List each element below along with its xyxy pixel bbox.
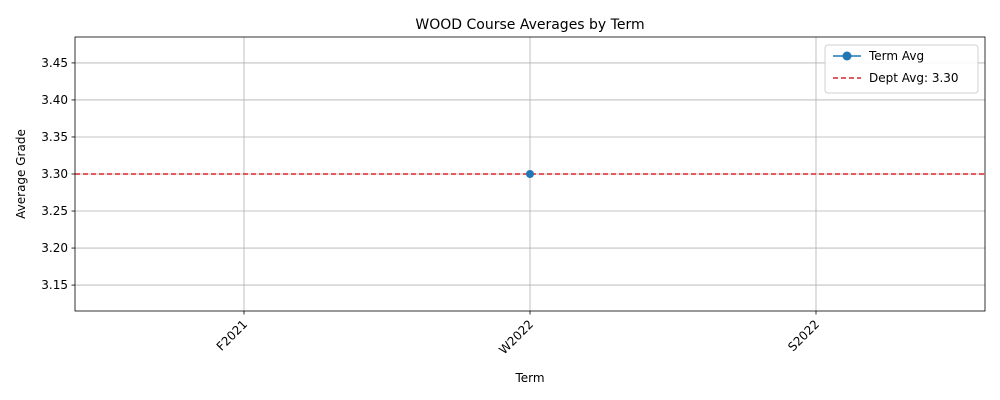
- series-layer: [526, 170, 534, 178]
- y-tick-label: 3.45: [41, 56, 68, 70]
- data-point: [526, 170, 534, 178]
- y-tick-label: 3.30: [41, 167, 68, 181]
- y-axis-ticks: 3.15 3.20 3.25 3.30 3.35 3.40 3.45: [41, 56, 75, 292]
- y-tick-label: 3.15: [41, 278, 68, 292]
- y-tick-label: 3.20: [41, 241, 68, 255]
- chart-title: WOOD Course Averages by Term: [415, 17, 644, 33]
- y-tick-label: 3.40: [41, 93, 68, 107]
- y-tick-label: 3.35: [41, 130, 68, 144]
- y-tick-label: 3.25: [41, 204, 68, 218]
- x-axis-label: Term: [514, 371, 544, 385]
- legend-term-avg-marker: [842, 51, 852, 61]
- legend: Term Avg Dept Avg: 3.30: [824, 44, 979, 94]
- legend-term-avg-label: Term Avg: [868, 49, 924, 63]
- y-axis-label: Average Grade: [14, 129, 28, 219]
- legend-dept-avg-label: Dept Avg: 3.30: [869, 71, 959, 85]
- legend-box: [824, 44, 979, 94]
